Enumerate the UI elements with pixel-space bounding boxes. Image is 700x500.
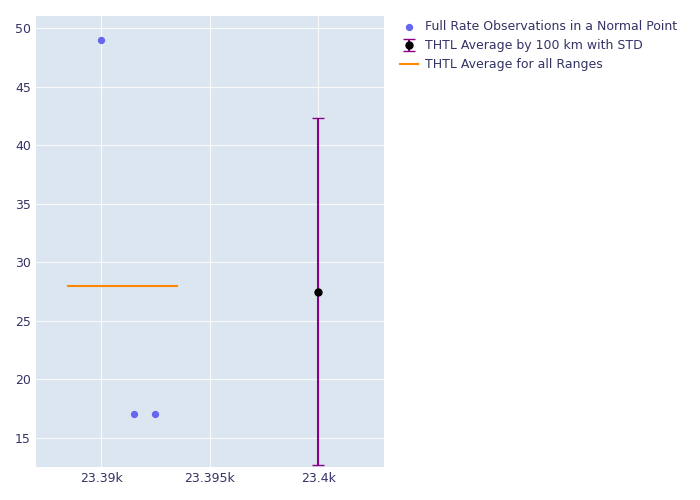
Full Rate Observations in a Normal Point <box>128 410 139 418</box>
THTL Average for all Ranges <box>173 282 181 288</box>
THTL Average for all Ranges <box>64 282 73 288</box>
Full Rate Observations in a Normal Point <box>95 36 106 44</box>
Legend: Full Rate Observations in a Normal Point, THTL Average by 100 km with STD, THTL : Full Rate Observations in a Normal Point… <box>393 14 683 78</box>
Full Rate Observations in a Normal Point <box>150 410 161 418</box>
